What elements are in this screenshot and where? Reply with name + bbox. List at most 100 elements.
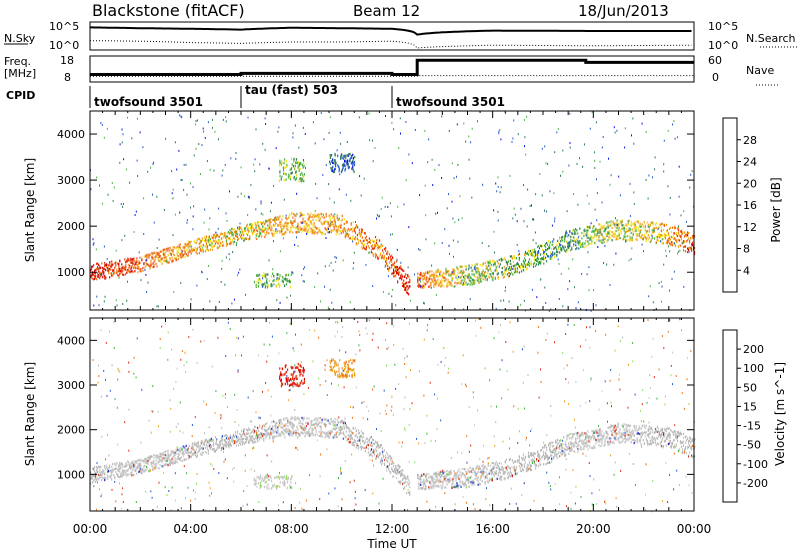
heatmap-cell <box>669 289 670 292</box>
heatmap-cell <box>195 251 197 254</box>
heatmap-cell <box>129 265 131 268</box>
heatmap-cell <box>571 235 573 239</box>
heatmap-cell <box>267 428 269 431</box>
heatmap-cell <box>605 222 607 225</box>
nsearch-series-line <box>89 40 692 49</box>
heatmap-cell <box>484 276 486 279</box>
heatmap-cell <box>468 267 470 270</box>
heatmap-cell <box>630 223 632 226</box>
heatmap-cell <box>290 418 292 421</box>
heatmap-cell <box>173 290 175 293</box>
heatmap-cell <box>448 193 449 196</box>
heatmap-cell <box>295 174 298 177</box>
heatmap-cell <box>690 247 692 251</box>
heatmap-cell <box>586 225 588 228</box>
heatmap-cell <box>645 230 647 233</box>
heatmap-cell <box>631 134 632 137</box>
heatmap-cell <box>345 425 347 428</box>
heatmap-cell <box>105 264 107 267</box>
heatmap-cell <box>311 429 313 432</box>
heatmap-cell <box>403 269 405 273</box>
heatmap-cell <box>108 469 110 473</box>
heatmap-cell <box>115 262 117 265</box>
heatmap-cell <box>241 434 243 437</box>
heatmap-cell <box>451 279 453 282</box>
heatmap-cell <box>680 214 682 217</box>
heatmap-cell <box>148 455 150 458</box>
heatmap-cell <box>592 227 594 230</box>
heatmap-cell <box>462 271 464 274</box>
heatmap-cell <box>493 230 495 233</box>
heatmap-cell <box>257 436 259 439</box>
heatmap-cell <box>278 179 280 182</box>
heatmap-cell <box>282 280 284 283</box>
heatmap-cell <box>428 271 430 274</box>
heatmap-cell <box>387 275 389 278</box>
heatmap-cell <box>214 242 216 245</box>
heatmap-cell <box>625 231 627 234</box>
heatmap-cell <box>160 260 162 263</box>
heatmap-cell <box>144 266 146 269</box>
heatmap-cell <box>396 270 398 273</box>
heatmap-cell <box>284 172 286 175</box>
heatmap-cell <box>598 223 600 226</box>
heatmap-cell <box>273 274 275 278</box>
heatmap-cell <box>652 230 654 234</box>
heatmap-cell <box>463 283 465 286</box>
heatmap-cell <box>574 231 576 234</box>
heatmap-cell <box>691 249 693 252</box>
heatmap-cell <box>149 456 151 459</box>
heatmap-cell <box>351 437 353 440</box>
heatmap-cell <box>252 441 254 444</box>
heatmap-cell <box>608 221 610 224</box>
heatmap-cell <box>228 443 231 446</box>
heatmap-cell <box>205 235 207 238</box>
heatmap-cell <box>97 470 99 473</box>
heatmap-cell <box>282 282 284 285</box>
heatmap-cell <box>326 228 328 231</box>
heatmap-cell <box>328 224 330 227</box>
heatmap-cell <box>213 233 215 237</box>
heatmap-cell <box>305 221 307 224</box>
heatmap-cell <box>652 227 654 230</box>
heatmap-cell <box>255 237 257 240</box>
heatmap-cell <box>375 239 378 242</box>
heatmap-cell <box>119 272 121 276</box>
heatmap-cell <box>239 233 241 236</box>
heatmap-cell <box>334 221 336 224</box>
heatmap-cell <box>305 222 307 225</box>
heatmap-cell <box>282 166 284 169</box>
heatmap-cell <box>591 240 593 243</box>
heatmap-cell <box>662 223 664 226</box>
heatmap-cell <box>143 233 145 235</box>
heatmap-cell <box>120 467 122 470</box>
heatmap-cell <box>256 224 258 227</box>
heatmap-cell <box>673 227 676 230</box>
heatmap-cell <box>215 448 217 451</box>
heatmap-cell <box>329 225 331 228</box>
heatmap-cell <box>96 176 98 179</box>
heatmap-cell <box>533 259 536 262</box>
heatmap-cell <box>238 436 240 439</box>
heatmap-cell <box>251 439 253 442</box>
heatmap-cell <box>104 473 106 476</box>
heatmap-cell <box>353 160 356 164</box>
heatmap-cell <box>346 154 348 157</box>
heatmap-cell <box>347 163 349 166</box>
heatmap-cell <box>273 283 275 286</box>
heatmap-cell <box>379 252 382 255</box>
heatmap-cell <box>186 219 188 222</box>
heatmap-cell <box>345 220 347 223</box>
heatmap-cell <box>312 432 314 435</box>
heatmap-cell <box>532 239 534 242</box>
heatmap-cell <box>357 439 359 442</box>
heatmap-cell <box>685 233 688 236</box>
heatmap-cell <box>551 224 553 227</box>
heatmap-cell <box>116 467 118 470</box>
heatmap-cell <box>314 225 316 228</box>
heatmap-cell <box>315 219 317 222</box>
heatmap-cell <box>193 205 195 208</box>
heatmap-cell <box>122 469 124 472</box>
heatmap-cell <box>564 245 566 248</box>
heatmap-cell <box>405 121 407 123</box>
